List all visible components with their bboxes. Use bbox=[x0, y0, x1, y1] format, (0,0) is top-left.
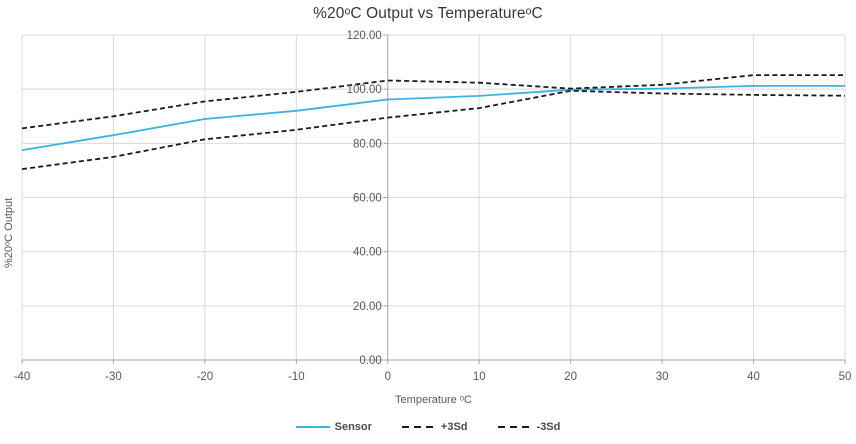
y-tick-label: 60.00 bbox=[353, 193, 382, 205]
x-tick-label: -30 bbox=[105, 371, 122, 383]
y-tick-label: 0.00 bbox=[359, 355, 381, 367]
legend-swatch-sensor bbox=[295, 426, 330, 428]
legend-swatch-plus-3sd bbox=[401, 426, 436, 428]
y-tick-label: 80.00 bbox=[353, 138, 382, 150]
x-tick-label: 10 bbox=[473, 371, 486, 383]
x-axis-title: Temperature ᵒC bbox=[395, 394, 472, 406]
x-tick-label: 20 bbox=[564, 371, 577, 383]
y-tick-label: 100.00 bbox=[347, 84, 382, 96]
legend-swatch-minus-3sd bbox=[497, 426, 532, 428]
y-tick-label: 120.00 bbox=[347, 30, 382, 42]
x-tick-label: -20 bbox=[197, 371, 214, 383]
y-tick-label: 40.00 bbox=[353, 247, 382, 259]
x-tick-label: 50 bbox=[839, 371, 852, 383]
legend-item-minus-3sd: -3Sd bbox=[497, 421, 561, 433]
x-tick-label: 30 bbox=[656, 371, 669, 383]
x-tick-label: -40 bbox=[14, 371, 31, 383]
chart-title: %20ᵒC Output vs TemperatureᵒC bbox=[313, 5, 543, 22]
series-line-sensor bbox=[21, 85, 845, 151]
y-axis-title: %20ᵒC Output bbox=[3, 197, 15, 268]
legend: Sensor +3Sd -3Sd bbox=[0, 417, 856, 437]
series-line-plus-3sd bbox=[21, 74, 845, 130]
legend-item-sensor: Sensor bbox=[295, 421, 372, 433]
legend-label-minus-3sd: -3Sd bbox=[536, 421, 561, 433]
y-tick-label: 20.00 bbox=[353, 301, 382, 313]
x-tick-label: 40 bbox=[747, 371, 760, 383]
legend-item-plus-3sd: +3Sd bbox=[401, 421, 468, 433]
series-line-minus-3sd bbox=[21, 89, 846, 170]
legend-label-sensor: Sensor bbox=[334, 421, 372, 433]
x-tick-label: -10 bbox=[288, 371, 305, 383]
legend-label-plus-3sd: +3Sd bbox=[440, 421, 468, 433]
x-tick-label: 0 bbox=[385, 371, 391, 383]
